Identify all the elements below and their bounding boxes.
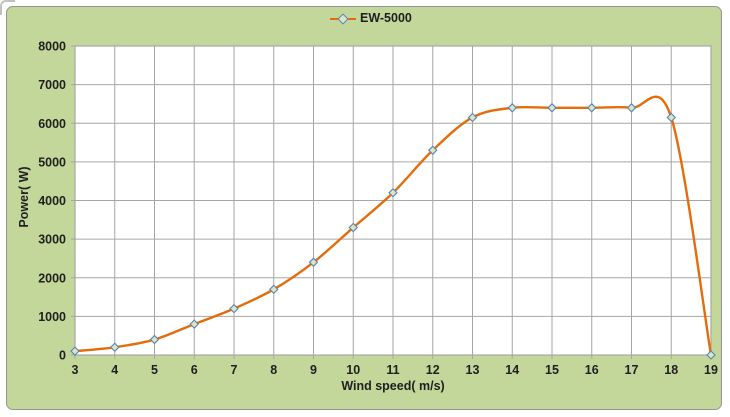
x-tick-label: 6 xyxy=(191,363,198,377)
legend-diamond-icon xyxy=(337,13,349,25)
data-point-marker[interactable] xyxy=(467,112,478,123)
x-tick-label: 17 xyxy=(625,363,639,377)
data-point-marker[interactable] xyxy=(308,257,319,268)
y-tick-label: 3000 xyxy=(38,233,66,247)
y-tick-label: 5000 xyxy=(38,155,66,169)
x-tick-label: 9 xyxy=(310,363,317,377)
data-point-marker[interactable] xyxy=(666,112,677,123)
x-tick-label: 11 xyxy=(386,363,399,377)
data-point-marker[interactable] xyxy=(626,103,637,113)
y-tick-label: 7000 xyxy=(38,78,66,92)
x-tick-label: 4 xyxy=(111,363,118,377)
x-tick-label: 14 xyxy=(505,363,519,377)
data-point-marker[interactable] xyxy=(149,334,160,345)
y-tick-label: 2000 xyxy=(38,271,66,285)
data-point-marker[interactable] xyxy=(268,284,279,295)
y-tick-label: 1000 xyxy=(38,310,66,324)
data-point-marker[interactable] xyxy=(189,319,200,329)
x-tick-label: 15 xyxy=(545,363,559,377)
x-axis-title: Wind speed( m/s) xyxy=(341,379,445,393)
sheet-corner-artifact xyxy=(0,0,15,15)
data-point-marker[interactable] xyxy=(348,222,359,233)
data-point-marker[interactable] xyxy=(70,346,80,356)
legend[interactable]: EW-5000 xyxy=(330,10,412,27)
x-tick-label: 16 xyxy=(585,363,599,377)
data-point-marker[interactable] xyxy=(388,187,398,198)
x-tick-label: 13 xyxy=(466,363,480,377)
x-tick-label: 7 xyxy=(231,363,238,377)
data-point-marker[interactable] xyxy=(507,103,518,113)
data-point-marker[interactable] xyxy=(109,342,120,353)
x-tick-label: 12 xyxy=(426,363,440,377)
data-point-marker[interactable] xyxy=(706,350,716,360)
x-tick-label: 10 xyxy=(346,363,360,377)
y-tick-label: 0 xyxy=(59,349,66,363)
legend-series-label: EW-5000 xyxy=(360,11,412,25)
y-tick-label: 8000 xyxy=(38,40,66,54)
legend-line-marker-icon xyxy=(330,13,356,25)
x-tick-label: 18 xyxy=(664,363,678,377)
y-axis-title: Power( W) xyxy=(17,166,31,228)
y-tick-label: 4000 xyxy=(38,194,66,208)
data-point-marker[interactable] xyxy=(427,145,438,156)
data-point-marker[interactable] xyxy=(229,303,239,314)
x-tick-label: 3 xyxy=(72,363,79,377)
data-point-marker[interactable] xyxy=(547,103,557,113)
x-tick-label: 19 xyxy=(704,363,718,377)
x-tick-label: 5 xyxy=(151,363,158,377)
x-tick-label: 8 xyxy=(270,363,277,377)
data-point-marker[interactable] xyxy=(586,103,597,113)
y-tick-label: 6000 xyxy=(38,117,66,131)
